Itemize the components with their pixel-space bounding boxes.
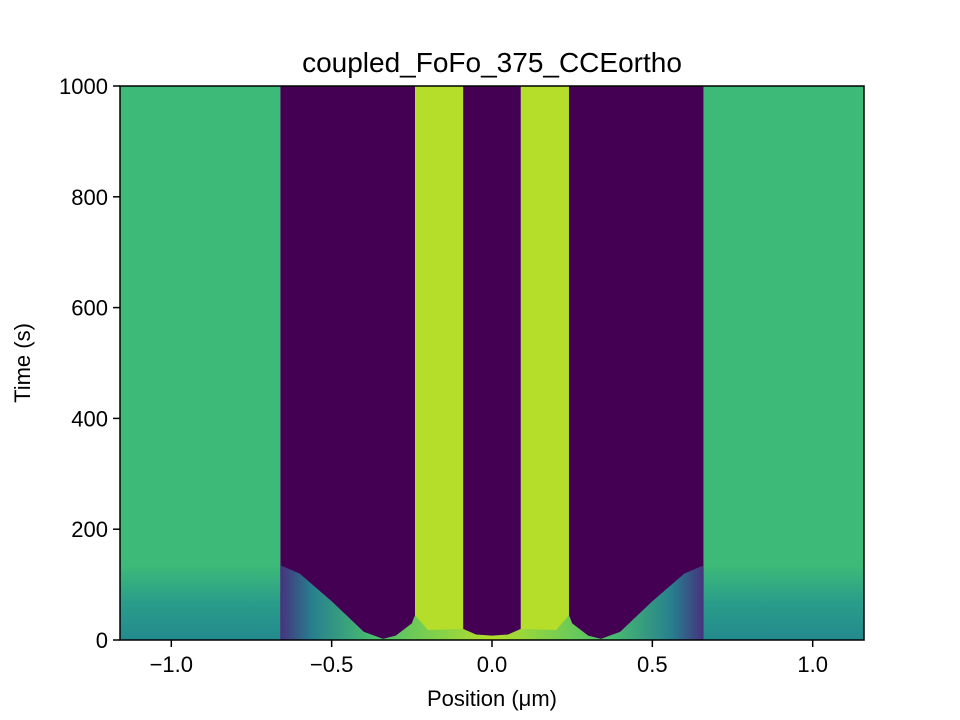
x-tick-label: −0.5: [310, 652, 353, 677]
x-tick-label: 0.0: [477, 652, 508, 677]
y-axis: 0 200 400 600 800 1000: [59, 74, 120, 653]
plot-area: [120, 86, 864, 640]
y-tick-label: 200: [71, 517, 108, 542]
y-tick-label: 600: [71, 296, 108, 321]
x-tick-label: 1.0: [797, 652, 828, 677]
y-axis-label: Time (s): [10, 323, 35, 403]
transient-zone-left: [280, 565, 492, 640]
region-outer-right-transient: [703, 565, 864, 640]
x-axis-label: Position (μm): [427, 686, 557, 711]
region-dark-right: [568, 86, 704, 640]
region-yellow-left: [415, 86, 464, 640]
chart-title: coupled_FoFo_375_CCEortho: [302, 47, 682, 78]
x-tick-label: −1.0: [150, 652, 193, 677]
transient-zone-right: [492, 565, 704, 640]
y-tick-label: 1000: [59, 74, 108, 99]
y-tick-label: 400: [71, 406, 108, 431]
region-outer-right: [703, 86, 864, 640]
y-tick-label: 800: [71, 185, 108, 210]
region-outer-left: [120, 86, 281, 640]
x-tick-label: 0.5: [637, 652, 668, 677]
region-dark-center: [463, 86, 521, 640]
region-outer-left-transient: [120, 565, 281, 640]
x-axis: −1.0 −0.5 0.0 0.5 1.0: [150, 640, 828, 677]
region-dark-left: [280, 86, 416, 640]
y-tick-label: 0: [96, 628, 108, 653]
region-yellow-right: [520, 86, 569, 640]
